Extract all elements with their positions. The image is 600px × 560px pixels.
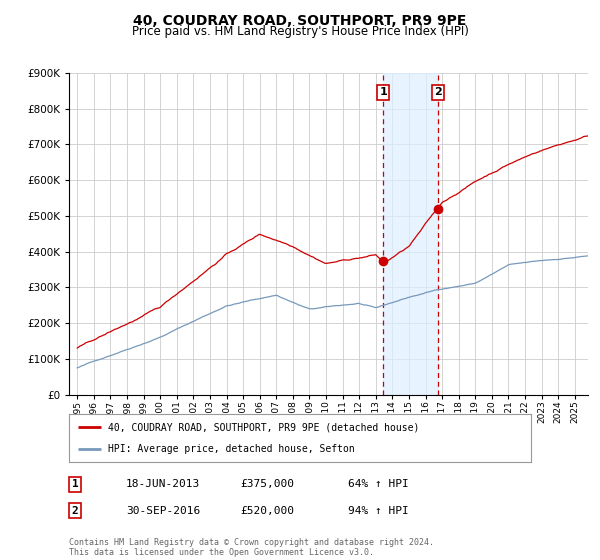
Text: 2: 2	[434, 87, 442, 97]
Text: 2: 2	[71, 506, 79, 516]
Text: 40, COUDRAY ROAD, SOUTHPORT, PR9 9PE: 40, COUDRAY ROAD, SOUTHPORT, PR9 9PE	[133, 14, 467, 28]
Text: 94% ↑ HPI: 94% ↑ HPI	[348, 506, 409, 516]
Bar	[383, 73, 438, 395]
Text: 1: 1	[380, 87, 387, 97]
Text: 18-JUN-2013: 18-JUN-2013	[126, 479, 200, 489]
Text: Contains HM Land Registry data © Crown copyright and database right 2024.
This d: Contains HM Land Registry data © Crown c…	[69, 538, 434, 557]
Text: £520,000: £520,000	[240, 506, 294, 516]
Text: £375,000: £375,000	[240, 479, 294, 489]
Text: HPI: Average price, detached house, Sefton: HPI: Average price, detached house, Seft…	[108, 444, 355, 454]
Text: 30-SEP-2016: 30-SEP-2016	[126, 506, 200, 516]
Text: 1: 1	[71, 479, 79, 489]
Text: Price paid vs. HM Land Registry's House Price Index (HPI): Price paid vs. HM Land Registry's House …	[131, 25, 469, 38]
Text: 64% ↑ HPI: 64% ↑ HPI	[348, 479, 409, 489]
Text: 40, COUDRAY ROAD, SOUTHPORT, PR9 9PE (detached house): 40, COUDRAY ROAD, SOUTHPORT, PR9 9PE (de…	[108, 422, 419, 432]
